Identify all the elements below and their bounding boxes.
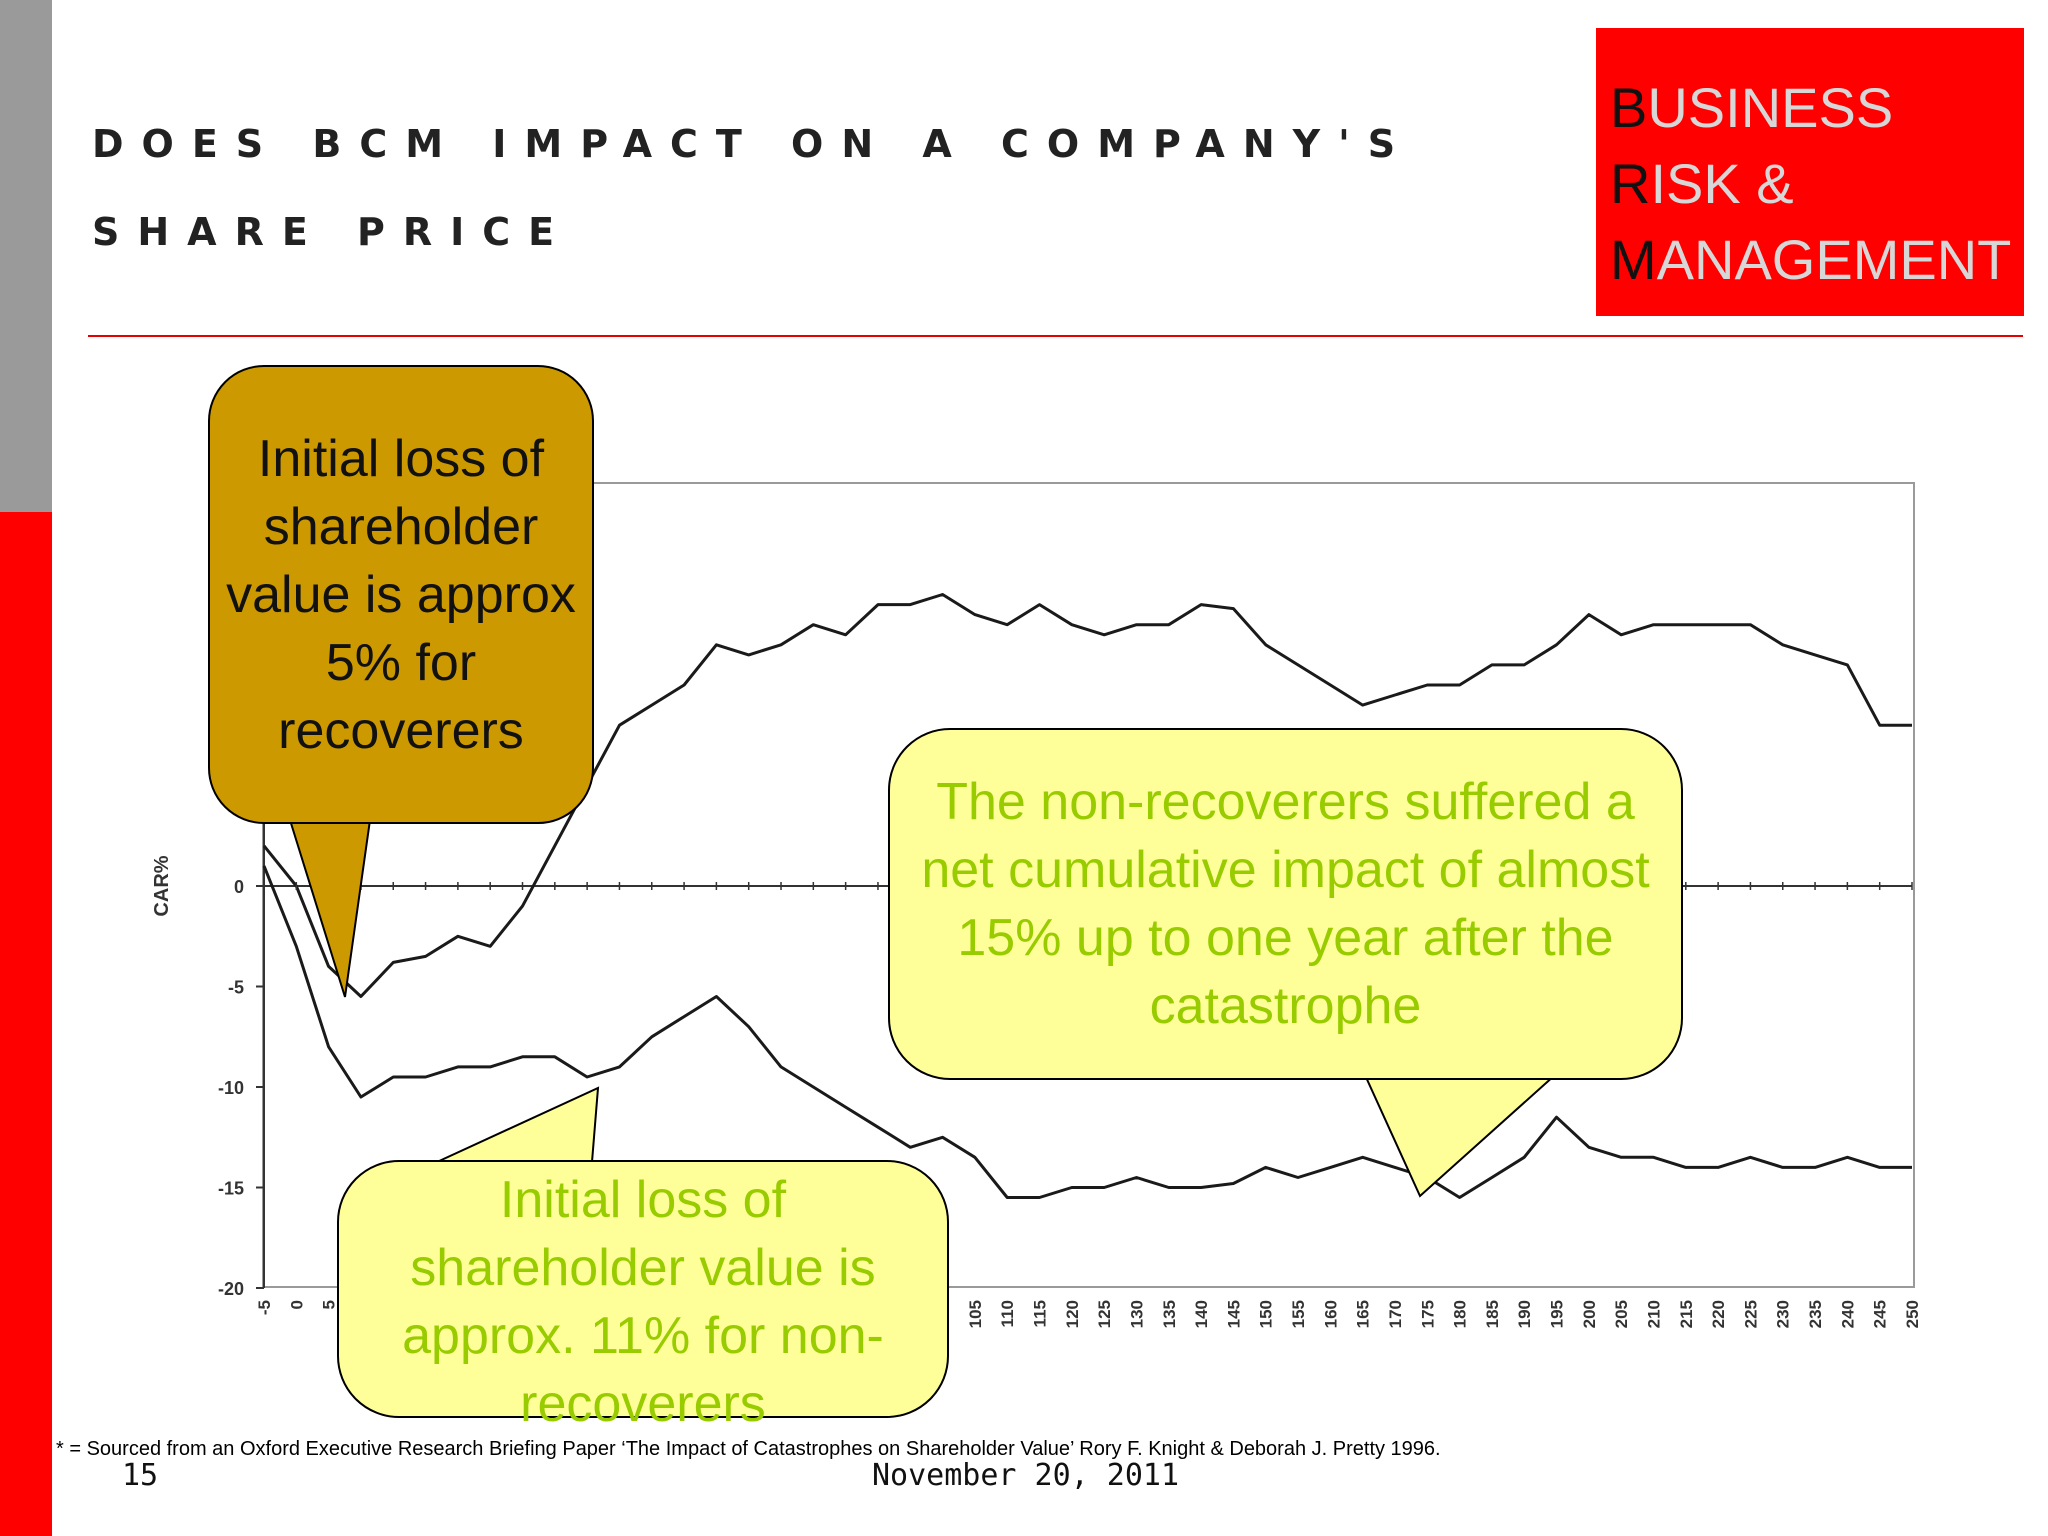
brand-line-1: BUSINESS xyxy=(1610,76,1894,139)
x-tick-label: 245 xyxy=(1871,1300,1890,1328)
callout-initial-nonrecoverers-text: Initial loss of shareholder value is app… xyxy=(402,1171,884,1433)
x-tick-label: 165 xyxy=(1354,1300,1373,1328)
x-tick-label: 205 xyxy=(1612,1300,1631,1328)
x-tick-label: 140 xyxy=(1192,1300,1211,1328)
x-tick-label: 175 xyxy=(1418,1300,1437,1328)
brand-line-3: MANAGEMENT xyxy=(1610,228,2012,291)
x-tick-label: 105 xyxy=(966,1300,985,1328)
x-tick-label: 235 xyxy=(1806,1300,1825,1328)
y-tick-label: 0 xyxy=(234,877,244,897)
callout-nonrecoverers-tail xyxy=(1363,1074,1558,1198)
y-tick-label: -15 xyxy=(218,1179,244,1199)
callout-initial-nonrecoverers: Initial loss of shareholder value is app… xyxy=(337,1160,949,1433)
x-tick-label: 170 xyxy=(1386,1300,1405,1328)
x-tick-label: 120 xyxy=(1063,1300,1082,1328)
x-tick-label: 155 xyxy=(1289,1300,1308,1328)
x-tick-label: 220 xyxy=(1709,1300,1728,1328)
slide-title: Does BCM impact on a company's share pri… xyxy=(92,100,1552,276)
x-tick-label: 185 xyxy=(1483,1300,1502,1328)
callout-recoverers-text: Initial loss of shareholder value is app… xyxy=(226,429,576,760)
callout-recoverers: Initial loss of shareholder value is app… xyxy=(208,365,594,824)
y-axis-label: CAR% xyxy=(151,855,173,916)
source-footnote: * = Sourced from an Oxford Executive Res… xyxy=(56,1438,1441,1460)
x-tick-label: 215 xyxy=(1677,1300,1696,1328)
series-line-1 xyxy=(262,593,1912,998)
brand-line-2: RISK & xyxy=(1610,152,1794,215)
x-tick-label: 0 xyxy=(287,1300,306,1309)
x-tick-label: 135 xyxy=(1160,1300,1179,1328)
x-tick-label: 150 xyxy=(1257,1300,1276,1328)
slide-date: November 20, 2011 xyxy=(872,1458,1180,1493)
brand-logo: BUSINESS RISK & MANAGEMENT xyxy=(1596,28,2024,316)
y-tick-label: -5 xyxy=(228,978,244,998)
sidebar-red-bar xyxy=(0,512,52,1536)
x-tick-label: 115 xyxy=(1031,1300,1050,1327)
callout-initial-nonrecoverers-tail xyxy=(436,1086,600,1163)
x-tick-label: 195 xyxy=(1548,1300,1567,1328)
callout-recoverers-tail xyxy=(288,819,372,998)
x-tick-label: 145 xyxy=(1224,1300,1243,1328)
slide-title-line2: share price xyxy=(92,210,573,254)
x-tick-label: 250 xyxy=(1903,1300,1922,1328)
slide-title-line1: Does BCM impact on a company's xyxy=(92,122,1414,166)
x-tick-label: 130 xyxy=(1127,1300,1146,1328)
x-tick-label: 5 xyxy=(320,1300,339,1309)
callout-nonrecoverers-text: The non-recoverers suffered a net cumula… xyxy=(921,773,1650,1035)
x-tick-label: 110 xyxy=(998,1300,1017,1327)
callout-nonrecoverers: The non-recoverers suffered a net cumula… xyxy=(888,728,1683,1080)
x-tick-label: 230 xyxy=(1774,1300,1793,1328)
x-tick-label: 160 xyxy=(1321,1300,1340,1328)
y-tick-label: -10 xyxy=(218,1078,244,1098)
x-tick-label: 190 xyxy=(1515,1300,1534,1328)
sidebar-gray-bar xyxy=(0,0,52,512)
x-tick-label: 200 xyxy=(1580,1300,1599,1328)
x-tick-label: -5 xyxy=(255,1300,274,1315)
x-tick-label: 225 xyxy=(1741,1300,1760,1328)
chart-series xyxy=(262,593,1912,1199)
x-tick-label: 240 xyxy=(1838,1300,1857,1328)
x-tick-label: 125 xyxy=(1095,1300,1114,1328)
title-divider xyxy=(88,335,2023,337)
series-line-2 xyxy=(262,865,1912,1199)
page-number: 15 xyxy=(122,1458,159,1493)
x-tick-label: 210 xyxy=(1644,1300,1663,1328)
x-tick-label: 180 xyxy=(1451,1300,1470,1328)
y-tick-label: -20 xyxy=(218,1279,244,1299)
